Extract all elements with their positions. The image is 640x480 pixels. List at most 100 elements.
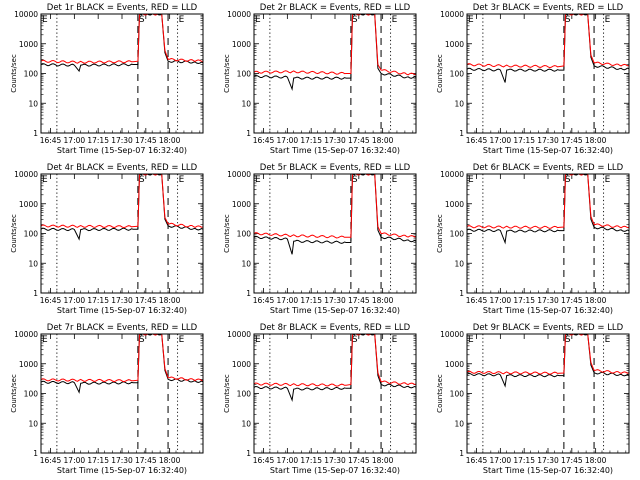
chart-title: Det 9r BLACK = Events, RED = LLD — [473, 323, 624, 333]
chart-panel: Det 5r BLACK = Events, RED = LLD 1 10 100 10… — [223, 163, 417, 315]
chart-title: Det 8r BLACK = Events, RED = LLD — [260, 323, 411, 333]
y-tick-label: 10000 — [227, 170, 251, 179]
x-tick-label: 17:00 — [277, 136, 299, 145]
y-tick-label: 100 — [24, 390, 39, 399]
chart-panel: Det 9r BLACK = Events, RED = LLD 1 10 100 10… — [436, 323, 630, 475]
series-line-red — [41, 14, 203, 64]
y-tick-label: 1 — [33, 289, 38, 298]
x-tick-label: 17:00 — [277, 296, 299, 305]
x-tick-label: 17:30 — [111, 136, 133, 145]
y-tick-label: 100 — [237, 70, 252, 79]
x-tick-label: 18:00 — [585, 296, 607, 305]
x-tick-label: 16:45 — [466, 136, 488, 145]
y-tick-label: 10000 — [227, 10, 251, 19]
x-tick-label: 17:00 — [64, 456, 86, 465]
marker-label: E — [255, 175, 261, 185]
y-tick-label: 10 — [28, 259, 38, 268]
chart-panel: Det 8r BLACK = Events, RED = LLD 1 10 100 10… — [223, 323, 417, 475]
x-tick-label: 17:30 — [537, 456, 559, 465]
y-tick-label: 1000 — [19, 40, 38, 49]
x-tick-label: 16:45 — [466, 296, 488, 305]
y-tick-label: 10000 — [14, 170, 38, 179]
y-tick-label: 10000 — [440, 10, 464, 19]
marker-label: S — [352, 335, 358, 345]
marker-label: E — [255, 15, 261, 25]
marker-label: E — [42, 335, 48, 345]
y-tick-label: 10 — [28, 99, 38, 108]
y-tick-label: 10 — [241, 419, 251, 428]
series-line-black — [467, 14, 629, 83]
chart-title: Det 4r BLACK = Events, RED = LLD — [47, 163, 198, 173]
marker-label: E — [605, 15, 611, 25]
x-tick-label: 16:45 — [40, 456, 62, 465]
x-tick-label: 17:45 — [135, 136, 157, 145]
y-tick-label: 10 — [454, 259, 464, 268]
marker-label: E — [179, 335, 185, 345]
series-line-red — [254, 14, 416, 76]
marker-label: S — [565, 335, 571, 345]
y-tick-label: 10 — [454, 419, 464, 428]
y-axis-label: Counts/sec — [436, 54, 444, 93]
y-tick-label: 10000 — [440, 170, 464, 179]
chart-title: Det 3r BLACK = Events, RED = LLD — [473, 3, 624, 13]
x-tick-label: 17:30 — [537, 296, 559, 305]
x-tick-label: 18:00 — [372, 456, 394, 465]
x-tick-label: 17:30 — [324, 296, 346, 305]
marker-label: E — [468, 15, 474, 25]
x-tick-label: 17:45 — [561, 136, 583, 145]
x-tick-label: 17:15 — [300, 456, 322, 465]
series-line-red — [254, 174, 416, 239]
y-tick-label: 10000 — [227, 330, 251, 339]
y-axis-label: Counts/sec — [223, 54, 231, 93]
y-tick-label: 1000 — [232, 40, 251, 49]
x-tick-label: 17:15 — [513, 136, 535, 145]
x-axis-label: Start Time (15-Sep-07 16:32:40) — [270, 466, 400, 475]
x-tick-label: 17:15 — [513, 296, 535, 305]
x-axis-label: Start Time (15-Sep-07 16:32:40) — [57, 466, 187, 475]
x-tick-label: 16:45 — [466, 456, 488, 465]
y-tick-label: 1 — [459, 449, 464, 458]
plot-frame — [466, 173, 630, 294]
x-tick-label: 17:45 — [135, 296, 157, 305]
x-axis-label: Start Time (15-Sep-07 16:32:40) — [57, 306, 187, 315]
y-tick-label: 1 — [459, 129, 464, 138]
x-tick-label: 17:45 — [135, 456, 157, 465]
y-tick-label: 100 — [24, 230, 39, 239]
marker-label: S — [139, 335, 145, 345]
x-tick-label: 18:00 — [372, 136, 394, 145]
y-tick-label: 100 — [450, 390, 465, 399]
chart-panel: Det 4r BLACK = Events, RED = LLD 1 10 100 10… — [10, 163, 204, 315]
x-tick-label: 17:15 — [300, 296, 322, 305]
marker-label: E — [468, 335, 474, 345]
series-line-black — [254, 334, 416, 403]
x-tick-label: 18:00 — [159, 136, 181, 145]
series-line-black — [467, 334, 629, 388]
x-tick-label: 17:15 — [87, 456, 109, 465]
y-tick-label: 1 — [33, 129, 38, 138]
plot-frame — [40, 173, 204, 294]
x-tick-label: 17:30 — [324, 136, 346, 145]
x-tick-label: 18:00 — [159, 456, 181, 465]
x-tick-label: 17:00 — [64, 136, 86, 145]
y-tick-label: 1000 — [445, 200, 464, 209]
series-line-red — [254, 334, 416, 387]
series-line-black — [254, 174, 416, 255]
y-axis-label: Counts/sec — [10, 374, 18, 413]
marker-label: S — [565, 15, 571, 25]
marker-label: E — [179, 15, 185, 25]
marker-label: E — [42, 175, 48, 185]
y-tick-label: 1000 — [232, 360, 251, 369]
x-tick-label: 17:45 — [348, 296, 370, 305]
chart-panel: Det 7r BLACK = Events, RED = LLD 1 10 100 10… — [10, 323, 204, 475]
series-line-black — [467, 174, 629, 245]
y-axis-label: Counts/sec — [10, 214, 18, 253]
plot-frame — [40, 13, 204, 134]
plot-frame — [466, 333, 630, 454]
chart-title: Det 7r BLACK = Events, RED = LLD — [47, 323, 198, 333]
series-line-red — [41, 334, 203, 383]
x-axis-label: Start Time (15-Sep-07 16:32:40) — [57, 146, 187, 155]
y-tick-label: 1 — [459, 289, 464, 298]
y-tick-label: 1000 — [19, 360, 38, 369]
x-axis-label: Start Time (15-Sep-07 16:32:40) — [270, 146, 400, 155]
chart-panel: Det 6r BLACK = Events, RED = LLD 1 10 100 10… — [436, 163, 630, 315]
